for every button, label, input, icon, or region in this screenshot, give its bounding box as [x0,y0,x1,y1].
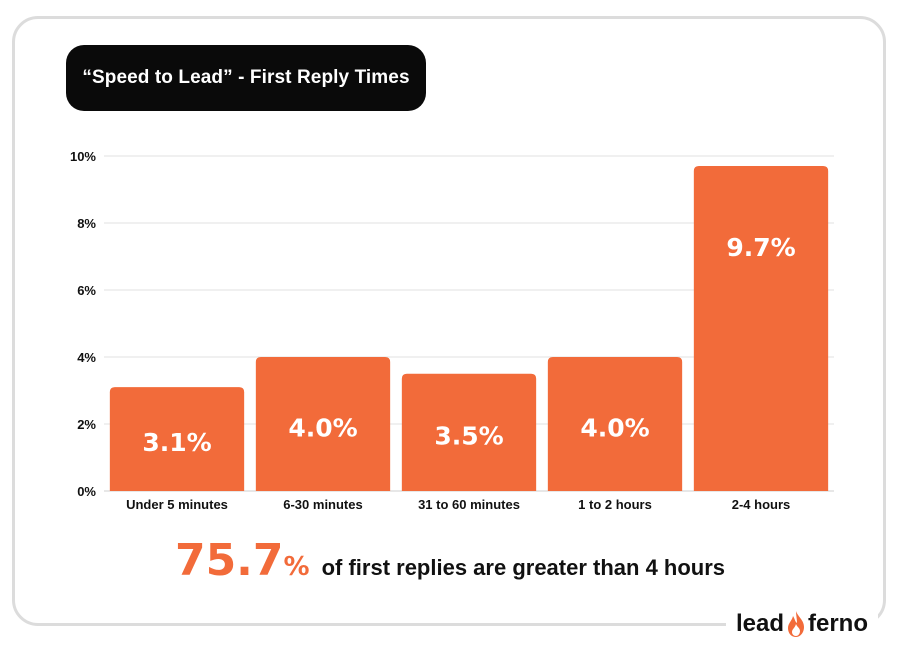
bar [401,373,537,491]
x-axis-categories: Under 5 minutes 6-30 minutes 31 to 60 minu… [126,497,790,512]
logo-text-left: lead [735,610,784,637]
y-tick-label: 0% [77,484,96,499]
bars [109,166,829,492]
data-label: 9.7% [726,233,795,262]
chart-title: “Speed to Lead” - First Reply Times [66,45,426,111]
category-label: 6-30 minutes [283,497,362,512]
y-tick-label: 10% [70,149,96,164]
category-label: 2-4 hours [732,497,791,512]
summary-callout: 75.7 % of first replies are greater than… [0,535,900,586]
data-label: 3.5% [434,422,503,451]
y-tick-label: 8% [77,216,96,231]
logo-text-right: ferno [808,610,868,637]
category-label: 1 to 2 hours [578,497,652,512]
bar [693,166,829,492]
category-label: Under 5 minutes [126,497,228,512]
y-axis-ticks: 0% 2% 4% 6% 8% 10% [70,149,96,499]
callout-unit: % [283,552,310,582]
flame-icon [788,611,804,637]
bar [547,357,683,491]
data-label: 3.1% [142,428,211,457]
y-tick-label: 6% [77,283,96,298]
y-tick-label: 4% [77,350,96,365]
data-label: 4.0% [288,414,357,443]
data-labels: 3.1% 4.0% 3.5% 4.0% 9.7% [142,233,795,457]
bar [255,357,391,491]
data-label: 4.0% [580,414,649,443]
brand-logo: lead ferno [725,606,878,642]
y-tick-label: 2% [77,417,96,432]
callout-number: 75.7 [174,535,284,586]
bar [109,387,245,491]
category-label: 31 to 60 minutes [418,497,520,512]
callout-text: of first replies are greater than 4 hour… [321,555,726,580]
